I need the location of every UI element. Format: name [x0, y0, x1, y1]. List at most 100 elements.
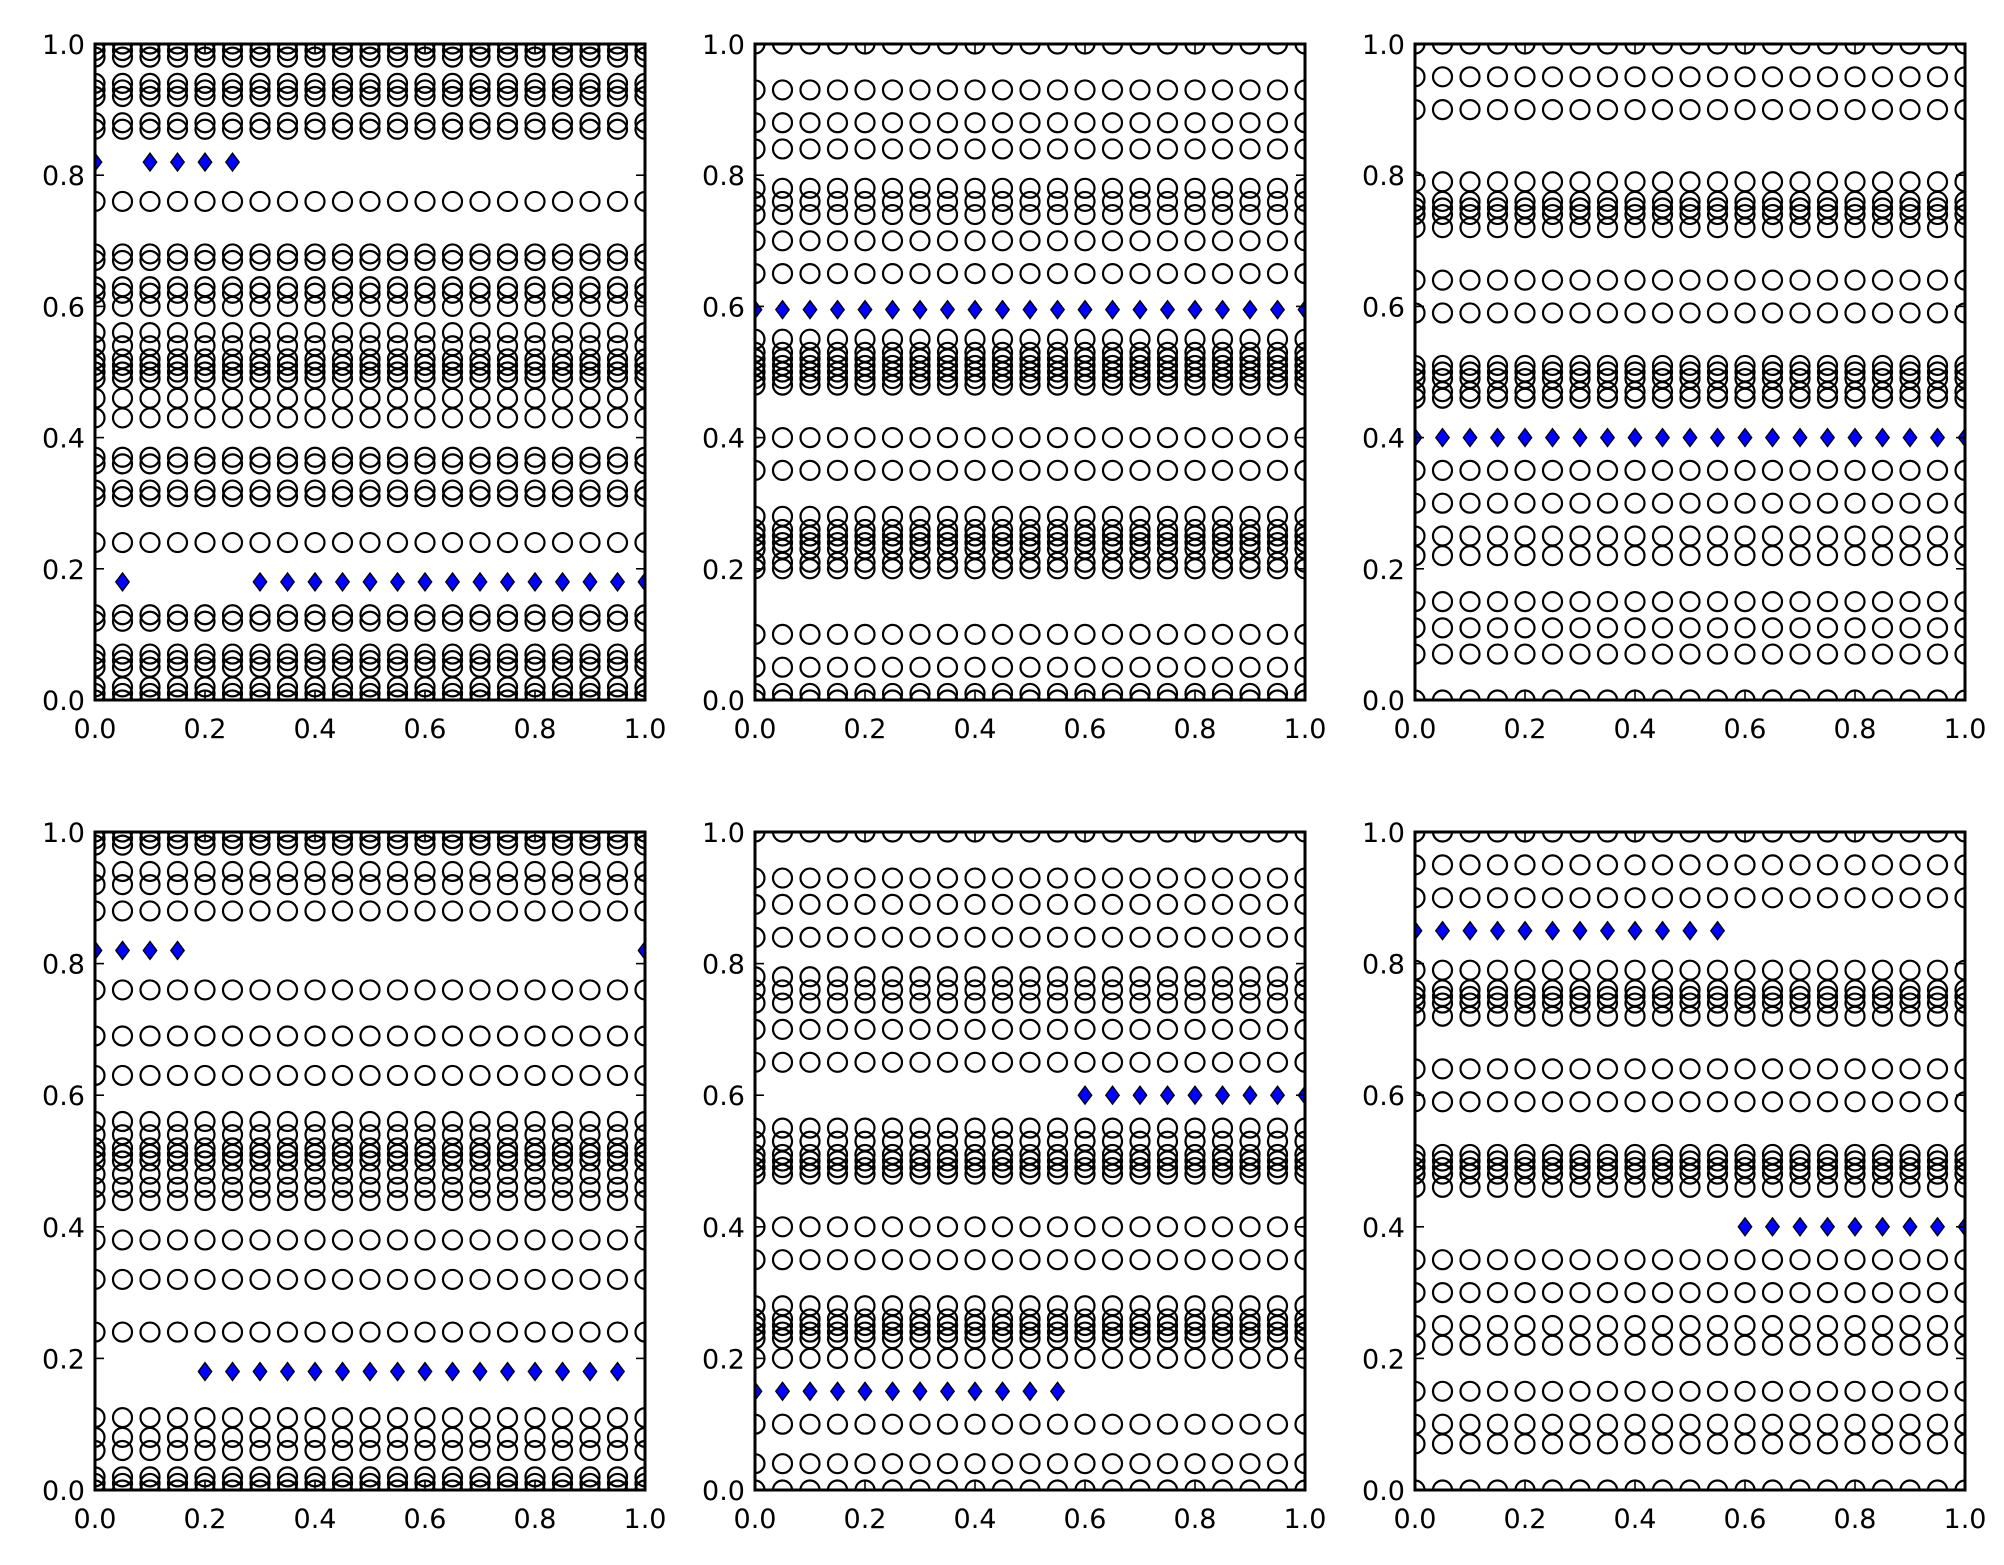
circle-marker [1486, 617, 1509, 639]
circle-marker [1816, 1156, 1839, 1179]
circle-marker [1294, 1156, 1305, 1179]
circle-marker [331, 1025, 354, 1047]
circle-marker [579, 1407, 601, 1429]
circle-marker [1459, 959, 1481, 981]
circle-marker [964, 459, 986, 481]
circle-marker [276, 249, 299, 272]
circle-marker [1954, 66, 1965, 88]
circle-marker [1569, 985, 1591, 1008]
circle-marker [1871, 1091, 1894, 1113]
circle-marker [1596, 1281, 1619, 1304]
circle-marker [1415, 617, 1426, 639]
circle-marker [1761, 1479, 1784, 1490]
circle-marker [1129, 966, 1151, 988]
circle-marker [166, 1176, 189, 1198]
circle-marker [1046, 190, 1069, 213]
circle-marker [634, 979, 645, 1001]
circle-marker [799, 328, 821, 350]
circle-marker [881, 1479, 904, 1490]
circle-marker [881, 1018, 904, 1041]
circle-marker [441, 604, 464, 626]
circle-marker [634, 1472, 645, 1490]
circle-marker [331, 46, 354, 68]
circle-marker [881, 1130, 904, 1152]
circle-marker [854, 459, 876, 481]
circle-marker [304, 486, 326, 508]
circle-marker [1954, 1163, 1965, 1185]
circle-marker [755, 867, 766, 889]
circle-marker [936, 190, 959, 213]
circle-marker [111, 834, 134, 856]
circle-marker [469, 1110, 491, 1133]
circle-marker [964, 79, 986, 101]
circle-marker [139, 1268, 161, 1291]
circle-marker [194, 1137, 216, 1159]
circle-marker [1211, 992, 1234, 1014]
circle-marker [1844, 66, 1866, 88]
circle-marker [634, 531, 645, 554]
circle-marker [386, 860, 409, 883]
x-tick-label: 0.6 [404, 714, 447, 745]
circle-marker [551, 453, 574, 475]
circle-marker [441, 486, 464, 508]
circle-marker [579, 610, 601, 632]
circle-marker [1019, 1479, 1041, 1490]
circle-marker [249, 243, 271, 265]
circle-marker [1734, 1413, 1756, 1435]
circle-marker [331, 1321, 354, 1343]
circle-marker [441, 44, 464, 55]
y-tick-label: 0.2 [42, 1344, 85, 1375]
circle-marker [111, 1472, 134, 1490]
circle-marker [1459, 1413, 1481, 1435]
circle-marker [606, 1124, 629, 1146]
circle-marker [964, 112, 986, 134]
circle-marker [991, 1156, 1014, 1179]
circle-marker [1679, 361, 1701, 383]
circle-marker [1679, 617, 1701, 639]
circle-marker [249, 900, 271, 922]
circle-marker [755, 682, 766, 700]
diamond-marker [1654, 427, 1671, 448]
circle-marker [579, 348, 601, 370]
circle-marker [386, 44, 409, 62]
circle-marker [579, 650, 601, 672]
circle-marker [221, 834, 244, 856]
circle-marker [551, 1268, 574, 1291]
circle-marker [1954, 591, 1965, 613]
circle-marker [1415, 854, 1426, 876]
circle-marker [881, 263, 904, 285]
circle-marker [1569, 1281, 1591, 1304]
circle-marker [139, 44, 161, 62]
circle-marker [441, 689, 464, 700]
circle-marker [1734, 203, 1756, 226]
circle-marker [95, 1229, 106, 1251]
circle-marker [1816, 992, 1839, 1014]
circle-marker [579, 479, 601, 501]
diamond-marker [1104, 299, 1121, 320]
circle-marker [1954, 854, 1965, 876]
x-tick-label: 0.8 [1834, 1504, 1877, 1535]
circle-marker [1184, 1117, 1206, 1139]
circle-marker [1761, 617, 1784, 639]
circle-marker [221, 243, 244, 265]
circle-marker [249, 682, 271, 700]
circle-marker [1899, 1058, 1921, 1080]
circle-marker [1624, 459, 1646, 481]
circle-marker [1266, 459, 1289, 481]
circle-marker [1266, 1453, 1289, 1475]
circle-marker [139, 348, 161, 370]
circle-marker [1844, 959, 1866, 981]
circle-marker [1816, 959, 1839, 981]
circle-marker [111, 282, 134, 304]
circle-marker [194, 689, 216, 700]
circle-marker [1019, 328, 1041, 350]
circle-marker [359, 1110, 381, 1133]
circle-marker [771, 44, 794, 55]
circle-marker [1211, 230, 1234, 252]
circle-marker [1514, 1413, 1536, 1435]
circle-marker [139, 118, 161, 140]
circle-marker [799, 1117, 821, 1139]
circle-marker [634, 1143, 645, 1166]
circle-marker [1046, 177, 1069, 199]
circle-marker [551, 531, 574, 554]
